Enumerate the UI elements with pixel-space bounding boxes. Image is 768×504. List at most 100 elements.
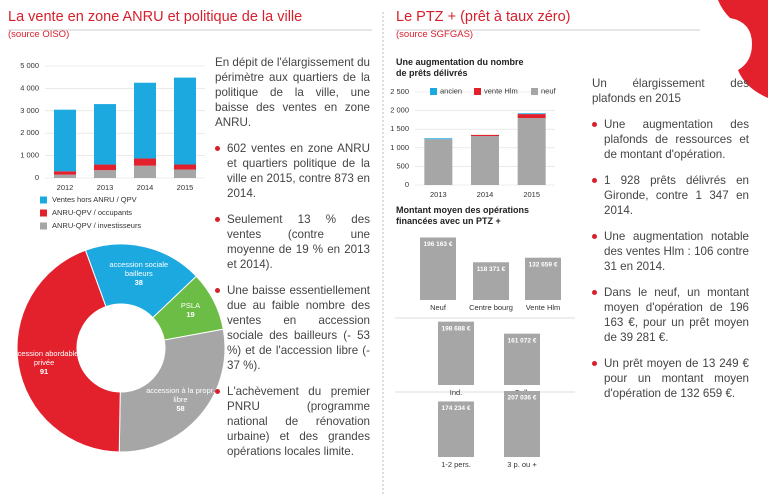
bar-segment — [54, 171, 76, 175]
bar-segment — [517, 118, 546, 185]
donut-slice — [84, 243, 198, 319]
value-label: 118 371 € — [477, 266, 506, 273]
y-tick-label: 500 — [396, 161, 409, 170]
section-title: La vente en zone ANRU et politique de la… — [8, 9, 303, 25]
legend-label: ANRU-QPV / investisseurs — [52, 221, 141, 230]
slice-name: accession abordable privée — [9, 348, 79, 367]
bar — [473, 262, 509, 300]
bullet: Dans le neuf, un montant moyen d'opérati… — [592, 285, 749, 345]
text-block: En dépit de l'élargissement du périmètre… — [215, 55, 370, 459]
bullet: 602 ventes en zone ANRU et quartiers pol… — [215, 141, 370, 201]
y-tick-label: 3 000 — [20, 106, 39, 115]
bar-segment — [54, 109, 76, 172]
x-tick-label: Centre bourg — [469, 303, 513, 312]
paragraph: Un élargissement des plafonds en 2015 — [592, 77, 749, 105]
legend-label: vente Hlm — [484, 86, 518, 95]
bar-segment — [424, 139, 453, 185]
value-label: 174 234 € — [442, 405, 471, 412]
bar-segment — [517, 113, 546, 115]
bar — [525, 257, 561, 300]
x-tick-label: 1-2 pers. — [441, 460, 471, 469]
bar-segment — [174, 77, 196, 165]
x-tick-label: 2015 — [523, 190, 540, 199]
legend-swatch — [40, 222, 47, 230]
chart-title: Montant moyen des opérations financées a… — [396, 205, 530, 226]
bullet: Une augmentation des plafonds de ressour… — [592, 117, 749, 162]
y-tick-label: 1 000 — [20, 151, 39, 160]
legend-label: neuf — [541, 86, 557, 95]
bar-segment — [94, 104, 116, 165]
section-title: Le PTZ + (prêt à taux zéro) — [396, 9, 571, 25]
paragraph: En dépit de l'élargissement du périmètre… — [215, 56, 370, 129]
donut-slice — [118, 328, 226, 453]
bar-segment — [517, 114, 546, 119]
legend-swatch — [430, 88, 437, 95]
y-tick-label: 2 000 — [390, 106, 409, 115]
x-tick-label: 2013 — [430, 190, 447, 199]
bullet: Une baisse essentiellement due au faible… — [215, 283, 370, 373]
value-label: 132 659 € — [529, 261, 558, 268]
slice-label: accession sociale bailleurs 38 — [101, 260, 177, 287]
x-tick-label: Vente Hlm — [526, 303, 561, 312]
bullet: Une augmentation notable des ventes Hlm … — [592, 229, 749, 274]
bullet: Seulement 13 % des ventes (contre une mo… — [215, 212, 370, 272]
bar-segment — [134, 158, 156, 166]
legend-swatch — [531, 88, 538, 95]
x-tick-label: 2014 — [477, 190, 494, 199]
legend-swatch — [474, 88, 481, 95]
source: (source SGFGAS) — [396, 29, 474, 40]
decoration — [718, 0, 768, 98]
bar-segment — [134, 165, 156, 178]
y-tick-label: 1 000 — [390, 143, 409, 152]
y-tick-label: 2 500 — [390, 87, 409, 96]
bar-segment — [471, 136, 499, 185]
bar — [504, 333, 540, 385]
chart-title: Une augmentation du nombre de prêts déli… — [396, 57, 524, 78]
slice-label: accession à la propr. libre 58 — [142, 386, 218, 413]
value-label: 198 688 € — [442, 325, 471, 332]
x-tick-label: Ind. — [450, 388, 463, 397]
bar-segment — [174, 169, 196, 178]
bar — [438, 401, 474, 457]
legend-label: Ventes hors ANRU / QPV — [52, 195, 137, 204]
bar — [438, 321, 474, 385]
slice-label: accession abordable privée 91 — [6, 349, 82, 376]
bar-segment — [94, 170, 116, 178]
legend-swatch — [40, 196, 47, 204]
y-tick-label: 0 — [35, 173, 39, 182]
slice-label: PSLA 19 — [153, 301, 229, 319]
bar-segment — [94, 164, 116, 171]
slice-name: accession sociale bailleurs — [109, 260, 169, 279]
bar — [504, 391, 540, 457]
x-tick-label: 2014 — [137, 183, 154, 192]
bullet: 1 928 prêts délivrés en Gironde, contre … — [592, 173, 749, 218]
x-tick-label: 2015 — [177, 183, 194, 192]
x-tick-label: Neuf — [430, 303, 447, 312]
x-tick-label: 3 p. ou + — [507, 460, 537, 469]
bar — [420, 237, 456, 300]
slice-value: 19 — [186, 309, 195, 319]
y-tick-label: 4 000 — [20, 83, 39, 92]
y-tick-label: 2 000 — [20, 128, 39, 137]
value-label: 207 036 € — [508, 395, 537, 402]
bar-segment — [54, 174, 76, 178]
legend-label: ancien — [440, 86, 462, 95]
legend-swatch — [40, 209, 47, 217]
value-label: 196 163 € — [424, 241, 453, 248]
bullet: L'achèvement du premier PNRU (programme … — [215, 384, 370, 459]
slice-value: 38 — [134, 278, 143, 288]
bar-segment — [174, 164, 196, 170]
source: (source OISO) — [8, 29, 70, 40]
donut-slice — [16, 249, 121, 453]
bullet: Un prêt moyen de 13 249 € pour un montan… — [592, 356, 749, 401]
slice-name: accession à la propr. libre — [146, 386, 215, 405]
x-tick-label: 2012 — [57, 183, 74, 192]
slice-value: 58 — [176, 404, 185, 414]
bar-segment — [134, 82, 156, 159]
y-tick-label: 5 000 — [20, 61, 39, 70]
bar-segment — [471, 134, 499, 137]
y-tick-label: 1 500 — [390, 124, 409, 133]
y-tick-label: 0 — [405, 180, 409, 189]
